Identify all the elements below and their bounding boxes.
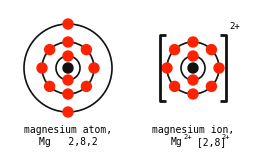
Text: 2+: 2+: [183, 134, 191, 140]
Circle shape: [170, 81, 180, 91]
Circle shape: [63, 75, 73, 85]
Circle shape: [206, 81, 216, 91]
Circle shape: [81, 45, 91, 55]
Circle shape: [89, 63, 99, 73]
Circle shape: [214, 63, 224, 73]
Circle shape: [63, 63, 73, 73]
Circle shape: [63, 51, 73, 61]
Circle shape: [188, 63, 198, 73]
Circle shape: [63, 89, 73, 99]
Circle shape: [188, 75, 198, 85]
Circle shape: [63, 107, 73, 117]
Text: magnesium atom,: magnesium atom,: [24, 125, 112, 135]
Circle shape: [170, 45, 180, 55]
Text: 2+: 2+: [229, 22, 240, 31]
Text: [2,8]: [2,8]: [191, 137, 226, 147]
Circle shape: [37, 63, 47, 73]
Circle shape: [206, 45, 216, 55]
Circle shape: [81, 81, 91, 91]
Circle shape: [63, 19, 73, 29]
Circle shape: [188, 89, 198, 99]
Circle shape: [188, 51, 198, 61]
Circle shape: [162, 63, 172, 73]
Text: Mg   2,8,2: Mg 2,8,2: [39, 137, 97, 147]
Text: Mg: Mg: [171, 137, 183, 147]
Text: magnesium ion,: magnesium ion,: [152, 125, 234, 135]
Text: 2+: 2+: [221, 134, 230, 140]
Circle shape: [63, 37, 73, 47]
Circle shape: [45, 81, 55, 91]
Circle shape: [188, 37, 198, 47]
Circle shape: [45, 45, 55, 55]
